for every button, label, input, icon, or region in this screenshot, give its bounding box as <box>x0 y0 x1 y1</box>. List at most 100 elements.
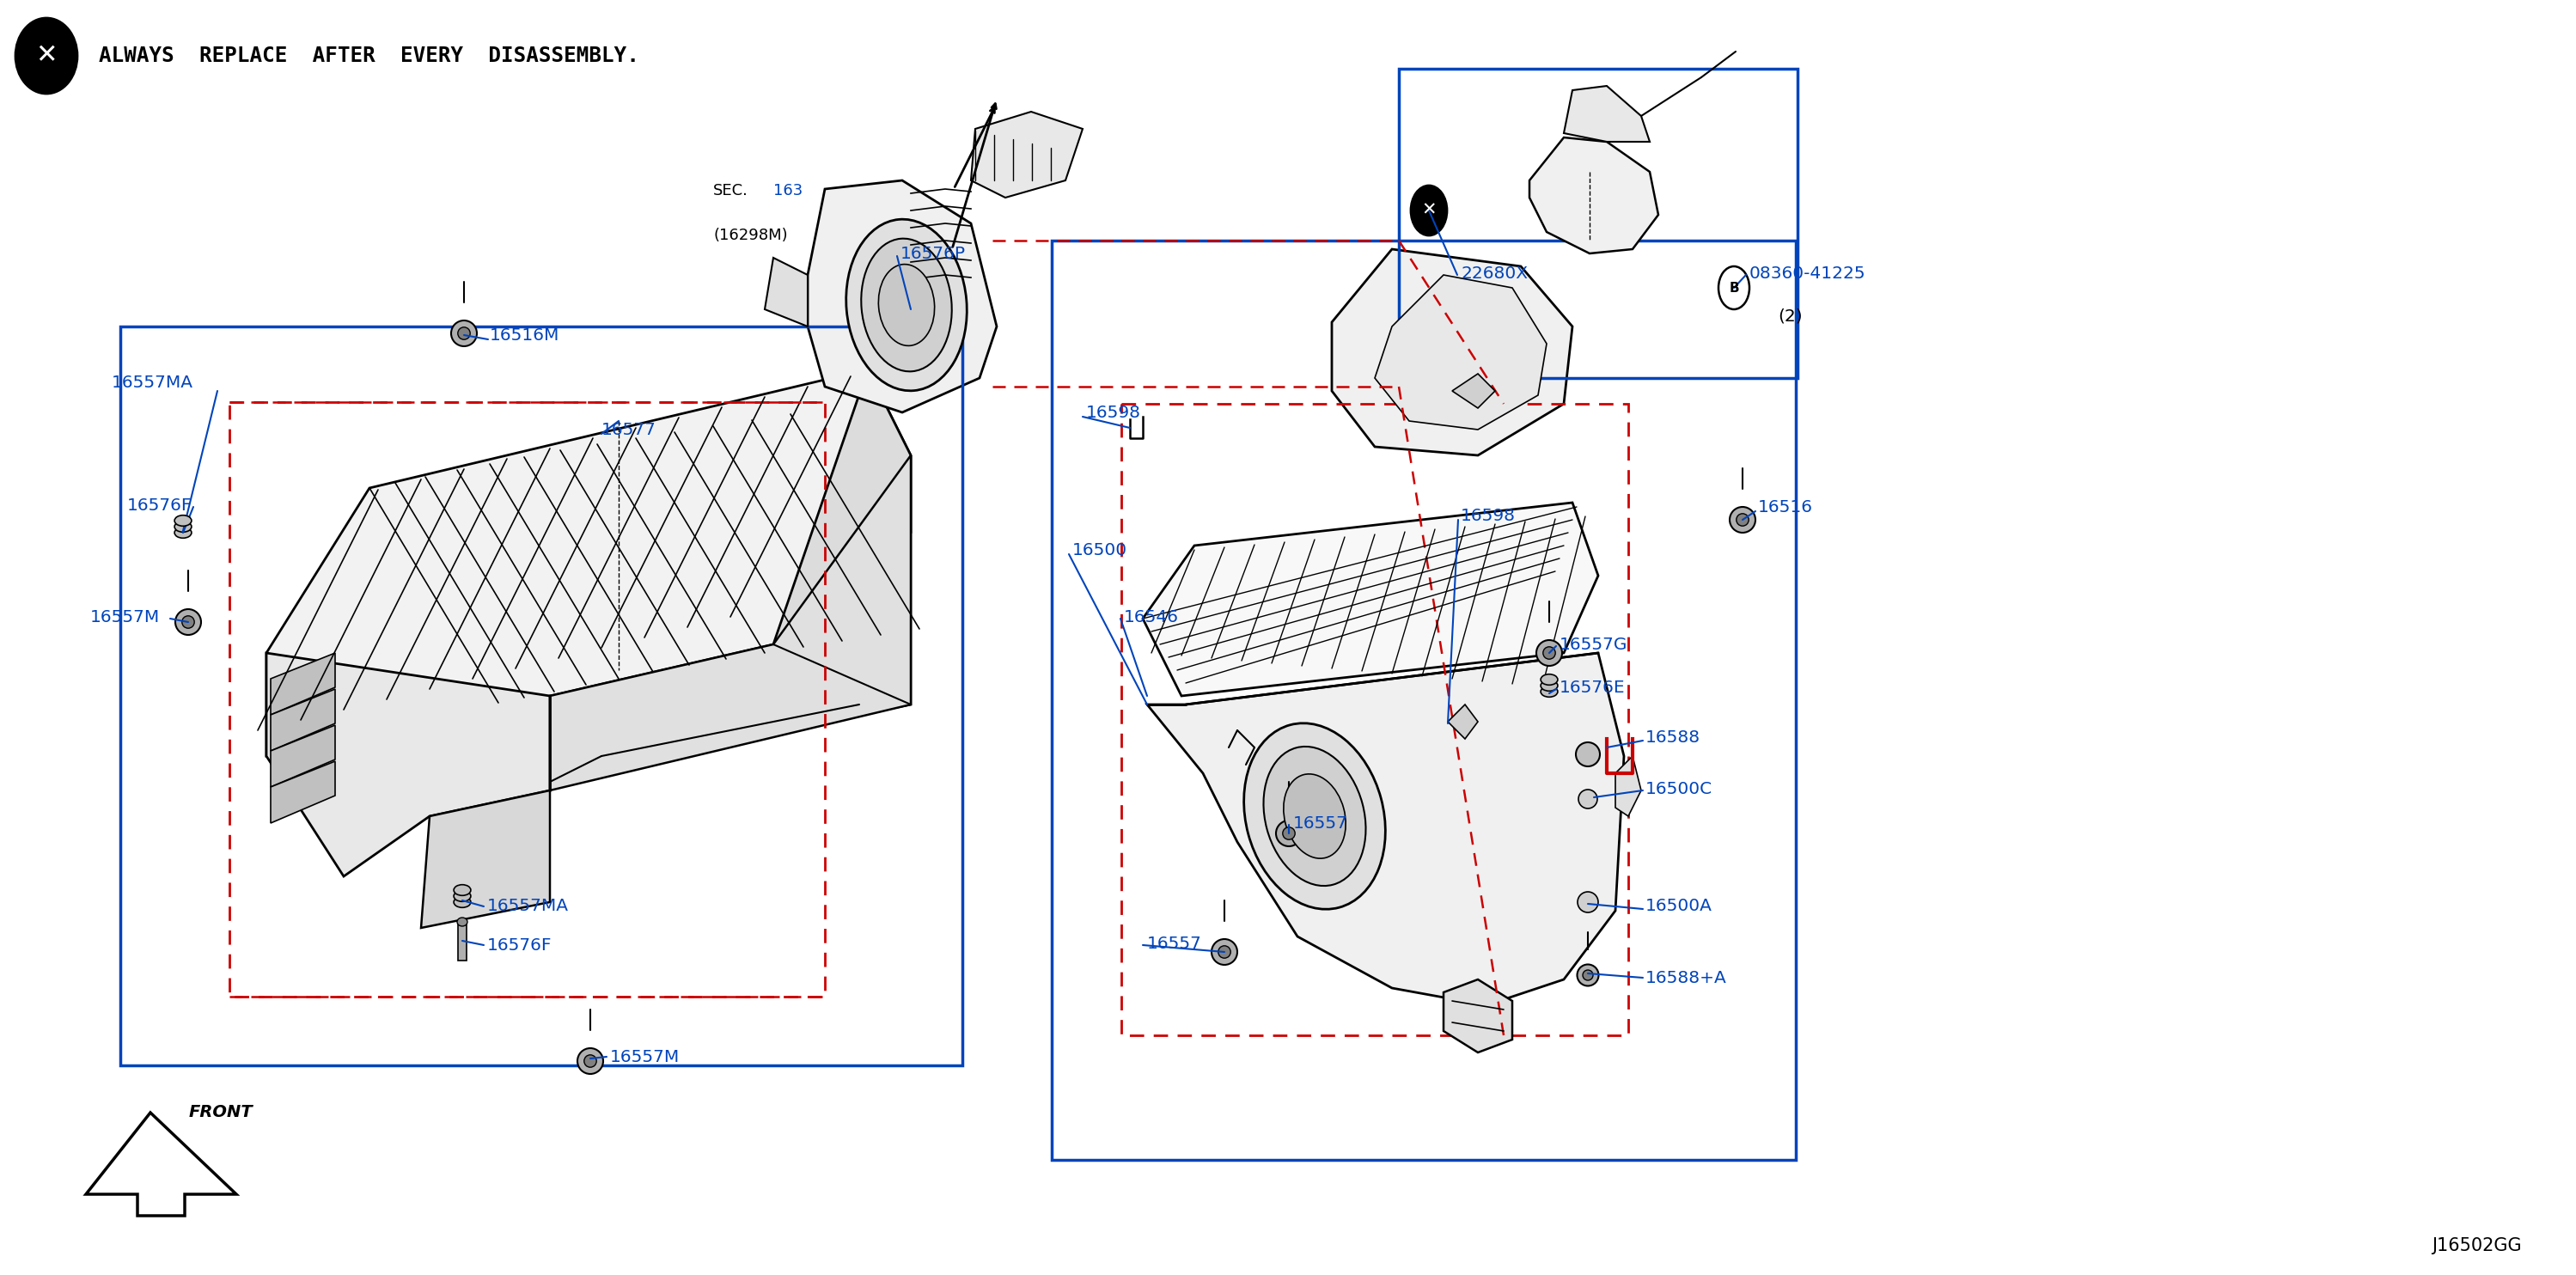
Bar <box>121 326 963 1066</box>
Ellipse shape <box>1412 186 1448 236</box>
Ellipse shape <box>1718 266 1749 310</box>
Ellipse shape <box>175 609 201 635</box>
Text: 16500A: 16500A <box>1646 899 1713 914</box>
Polygon shape <box>1564 85 1649 142</box>
Ellipse shape <box>878 264 935 346</box>
Bar <box>1399 69 1798 377</box>
Polygon shape <box>270 761 335 824</box>
Polygon shape <box>265 653 549 876</box>
Ellipse shape <box>1275 821 1301 847</box>
Ellipse shape <box>183 616 193 629</box>
Ellipse shape <box>1582 970 1592 980</box>
Bar <box>1051 241 1795 1160</box>
Text: 16576F: 16576F <box>487 937 551 954</box>
Text: 16500C: 16500C <box>1646 780 1713 797</box>
Ellipse shape <box>175 528 191 538</box>
Ellipse shape <box>1540 680 1558 691</box>
Polygon shape <box>265 370 912 756</box>
Ellipse shape <box>1579 789 1597 808</box>
Text: 16557MA: 16557MA <box>111 374 193 390</box>
Ellipse shape <box>1577 742 1600 766</box>
Text: 16557M: 16557M <box>90 608 160 625</box>
Polygon shape <box>1443 979 1512 1052</box>
Ellipse shape <box>860 238 951 371</box>
Polygon shape <box>270 688 335 751</box>
Polygon shape <box>971 112 1082 198</box>
Polygon shape <box>1615 756 1641 816</box>
Polygon shape <box>1376 275 1546 430</box>
Text: 163: 163 <box>773 184 804 199</box>
Text: 16516M: 16516M <box>489 326 559 343</box>
Text: ✕: ✕ <box>1422 201 1437 219</box>
Ellipse shape <box>1283 827 1296 839</box>
Text: 16576E: 16576E <box>1558 680 1625 695</box>
Polygon shape <box>765 258 809 326</box>
Ellipse shape <box>1540 686 1558 697</box>
Ellipse shape <box>1577 964 1600 986</box>
Polygon shape <box>270 725 335 787</box>
Polygon shape <box>270 653 335 715</box>
Ellipse shape <box>451 320 477 347</box>
Ellipse shape <box>1543 646 1556 659</box>
Text: 16516: 16516 <box>1757 499 1814 515</box>
Text: 16557G: 16557G <box>1558 636 1628 653</box>
Polygon shape <box>1448 705 1479 739</box>
Text: (2): (2) <box>1777 309 1803 324</box>
Polygon shape <box>549 455 912 790</box>
Ellipse shape <box>845 219 966 390</box>
Ellipse shape <box>1211 940 1236 965</box>
Ellipse shape <box>1535 640 1561 666</box>
Ellipse shape <box>1262 747 1365 886</box>
Ellipse shape <box>175 521 191 532</box>
Text: 08360-41225: 08360-41225 <box>1749 265 1865 282</box>
Polygon shape <box>1146 653 1623 1005</box>
Polygon shape <box>773 370 912 722</box>
Polygon shape <box>1453 374 1494 408</box>
Text: 16598: 16598 <box>1461 507 1515 524</box>
Text: 16557M: 16557M <box>611 1048 680 1065</box>
Text: 16546: 16546 <box>1123 608 1180 625</box>
Bar <box>229 402 824 997</box>
Text: ✕: ✕ <box>36 43 57 69</box>
Polygon shape <box>1144 502 1597 696</box>
Text: 16576F: 16576F <box>126 497 193 514</box>
Ellipse shape <box>459 328 471 339</box>
Polygon shape <box>420 790 549 928</box>
Polygon shape <box>809 181 997 412</box>
Ellipse shape <box>1540 674 1558 685</box>
Text: ALWAYS  REPLACE  AFTER  EVERY  DISASSEMBLY.: ALWAYS REPLACE AFTER EVERY DISASSEMBLY. <box>98 46 639 66</box>
Ellipse shape <box>1283 774 1345 858</box>
Text: FRONT: FRONT <box>188 1104 252 1121</box>
Ellipse shape <box>585 1054 598 1067</box>
Text: J16502GG: J16502GG <box>2432 1237 2522 1255</box>
Bar <box>1121 404 1628 1035</box>
Ellipse shape <box>1244 723 1386 909</box>
Text: 16577: 16577 <box>600 422 657 437</box>
Ellipse shape <box>453 885 471 895</box>
Text: 16588+A: 16588+A <box>1646 969 1726 986</box>
Ellipse shape <box>1728 507 1754 533</box>
Polygon shape <box>1332 249 1571 455</box>
Text: (16298M): (16298M) <box>714 228 788 244</box>
Ellipse shape <box>456 918 466 926</box>
Ellipse shape <box>15 18 77 93</box>
Text: 16598: 16598 <box>1087 404 1141 421</box>
Ellipse shape <box>1577 891 1597 913</box>
Text: B: B <box>1728 282 1739 295</box>
Text: 16588: 16588 <box>1646 729 1700 746</box>
Text: 16576P: 16576P <box>902 245 966 261</box>
Polygon shape <box>85 1113 237 1216</box>
Ellipse shape <box>453 896 471 908</box>
Bar <box>459 922 466 960</box>
Ellipse shape <box>1218 946 1231 958</box>
Text: SEC.: SEC. <box>714 184 747 199</box>
Ellipse shape <box>1736 514 1749 527</box>
Text: 16500: 16500 <box>1072 542 1128 558</box>
Text: 16557: 16557 <box>1146 935 1203 951</box>
Text: 22680X: 22680X <box>1461 265 1528 282</box>
Ellipse shape <box>577 1048 603 1074</box>
Ellipse shape <box>175 515 191 527</box>
Text: 16557: 16557 <box>1293 815 1347 831</box>
Ellipse shape <box>453 891 471 901</box>
Text: 16557MA: 16557MA <box>487 899 569 914</box>
